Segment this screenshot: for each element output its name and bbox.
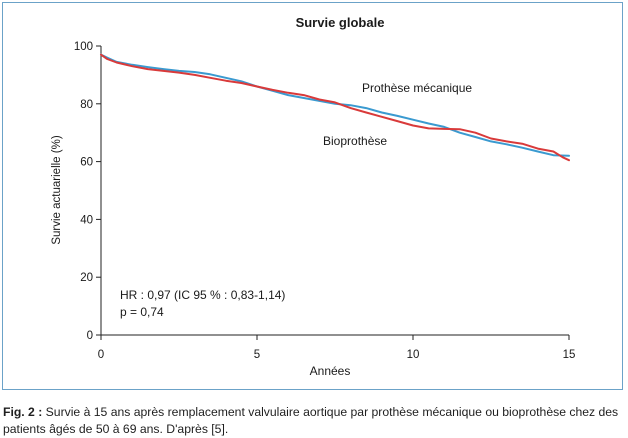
x-tick-label: 5 — [254, 349, 260, 361]
series-line-bioprosthesis — [100, 53, 570, 162]
annotation-p: p = 0,74 — [120, 305, 164, 319]
x-tick-label: 0 — [98, 349, 104, 361]
series-label-mechanical: Prothèse mécanique — [362, 81, 472, 95]
y-axis-label: Survie actuarielle (%) — [51, 135, 63, 244]
y-ticks: 0 20 40 60 80 100 — [74, 41, 101, 342]
series-lines — [100, 53, 570, 162]
x-axis-label: Années — [310, 364, 351, 378]
chart-title: Survie globale — [296, 15, 385, 30]
figure-caption: Fig. 2 : Survie à 15 ans après remplacem… — [3, 404, 625, 438]
y-tick-label: 100 — [74, 41, 93, 53]
annotation-hr: HR : 0,97 (IC 95 % : 0,83-1,14) — [120, 288, 285, 302]
y-tick-label: 20 — [80, 272, 93, 284]
x-ticks: 0 5 10 15 — [98, 335, 576, 361]
caption-label: Fig. 2 : — [3, 405, 43, 419]
y-tick-label: 40 — [80, 214, 93, 226]
series-label-bioprosthesis: Bioprothèse — [323, 134, 387, 148]
figure-frame — [2, 2, 623, 390]
survival-chart: Survie globale 0 20 40 60 80 100 0 5 10 15 Survi… — [51, 15, 576, 378]
y-tick-label: 0 — [87, 330, 93, 342]
caption-text: Survie à 15 ans après remplacement valvu… — [3, 405, 619, 436]
series-line-mechanical — [100, 53, 570, 157]
y-tick-label: 80 — [80, 99, 93, 111]
x-tick-label: 10 — [407, 349, 420, 361]
x-tick-label: 15 — [563, 349, 576, 361]
y-tick-label: 60 — [80, 157, 93, 169]
